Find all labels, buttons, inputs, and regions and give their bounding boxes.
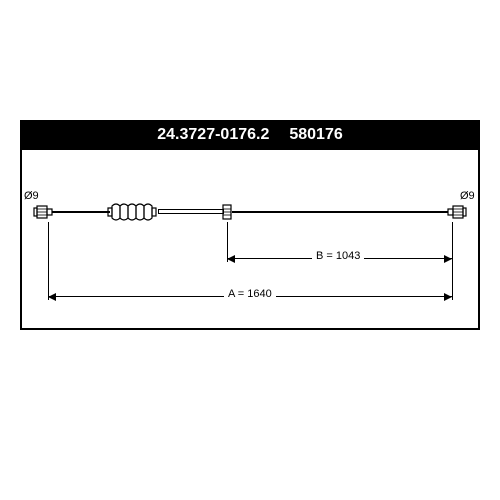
dim-b-label: B = 1043	[312, 250, 364, 262]
part-number-secondary: 580176	[289, 126, 342, 144]
cable-sheath	[158, 209, 224, 214]
part-number-primary: 24.3727-0176.2	[157, 126, 269, 144]
dim-a-ext-left	[48, 222, 49, 300]
cable-segment-right	[232, 211, 448, 213]
rubber-boot	[106, 198, 160, 226]
diagram-container: 24.3727-0176.2 580176 Ø9 Ø9	[0, 0, 500, 500]
right-end-fitting	[446, 200, 476, 224]
cable-segment-left	[52, 211, 110, 213]
dim-a-label: A = 1640	[224, 288, 276, 300]
dim-b-ext-right	[452, 222, 453, 300]
header-bar: 24.3727-0176.2 580176	[20, 120, 480, 150]
